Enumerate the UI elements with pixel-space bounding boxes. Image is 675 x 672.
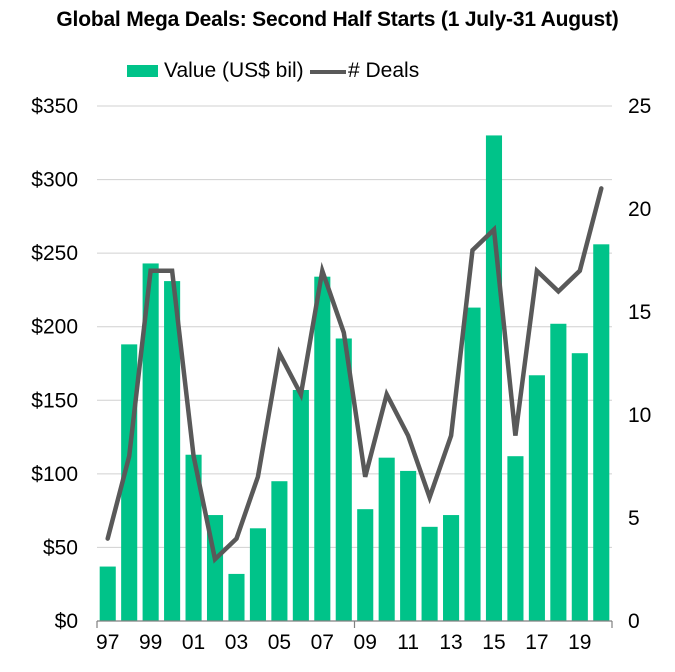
bar-97 [99,566,116,621]
y-tick-label: $350 [31,95,78,118]
bar-16 [507,456,524,621]
bar-08 [335,338,352,621]
y-tick-label: $250 [31,242,78,265]
bar-15 [485,135,503,621]
y2-tick-label: 0 [628,610,640,633]
bar-11 [400,470,417,621]
x-tick-label: 01 [182,631,205,654]
legend-line-label: # Deals [348,59,420,82]
x-tick-label: 19 [568,631,591,654]
x-tick-label: 17 [525,631,548,654]
gridlines [97,105,612,548]
bar-12 [421,526,438,621]
bar-10 [378,457,395,621]
chart-legend: Value (US$ bil) # Deals [0,58,675,84]
bar-19 [571,353,588,621]
x-tick-label: 09 [354,631,377,654]
chart-title: Global Mega Deals: Second Half Starts (1… [56,8,619,31]
deals-line [105,186,604,564]
bar-14 [464,307,481,621]
bar-07 [314,276,331,621]
y-tick-label: $150 [31,389,78,412]
bar-05 [271,481,288,621]
bar-series [99,135,610,622]
y-tick-label: $50 [43,536,78,559]
bar-09 [357,509,374,621]
bar-06 [292,389,309,621]
y-tick-label: $200 [31,316,78,339]
x-tick-label: 05 [268,631,291,654]
x-tick-label: 03 [225,631,248,654]
x-tick-label: 15 [482,631,505,654]
y2-tick-label: 5 [628,507,640,530]
legend-bar-label: Value (US$ bil) [164,59,304,82]
y-tick-label: $300 [31,169,78,192]
axes [96,620,613,628]
y-tick-label: $100 [31,463,78,486]
legend-line-swatch [310,70,346,74]
x-tick-label: 11 [397,631,419,654]
bar-13 [443,515,460,621]
bar-99 [142,263,159,621]
x-tick-label: 07 [311,631,334,654]
y2-tick-label: 10 [628,404,651,427]
right-axis-ticks: 0 5 10 15 20 25 [628,95,651,633]
bar-04 [249,528,266,621]
y-tick-label: $0 [55,610,78,633]
x-tick-label: 13 [439,631,462,654]
y2-tick-label: 20 [628,198,651,221]
x-tick-label: 99 [139,631,162,654]
x-tick-label: 97 [96,631,119,654]
bar-18 [550,323,567,621]
bar-17 [528,375,545,621]
left-axis-ticks: $0 $50 $100 $150 $200 $250 $300 $350 [31,95,78,633]
bar-00 [164,281,181,621]
legend-bar-swatch [127,65,158,77]
y2-tick-label: 15 [628,301,651,324]
line-series [105,186,604,564]
bar-20 [593,244,610,622]
bar-03 [228,573,245,621]
bar-01 [185,454,202,621]
y2-tick-label: 25 [628,95,651,118]
x-axis-ticks: 97 99 01 03 05 07 09 11 13 15 17 19 [96,631,591,654]
